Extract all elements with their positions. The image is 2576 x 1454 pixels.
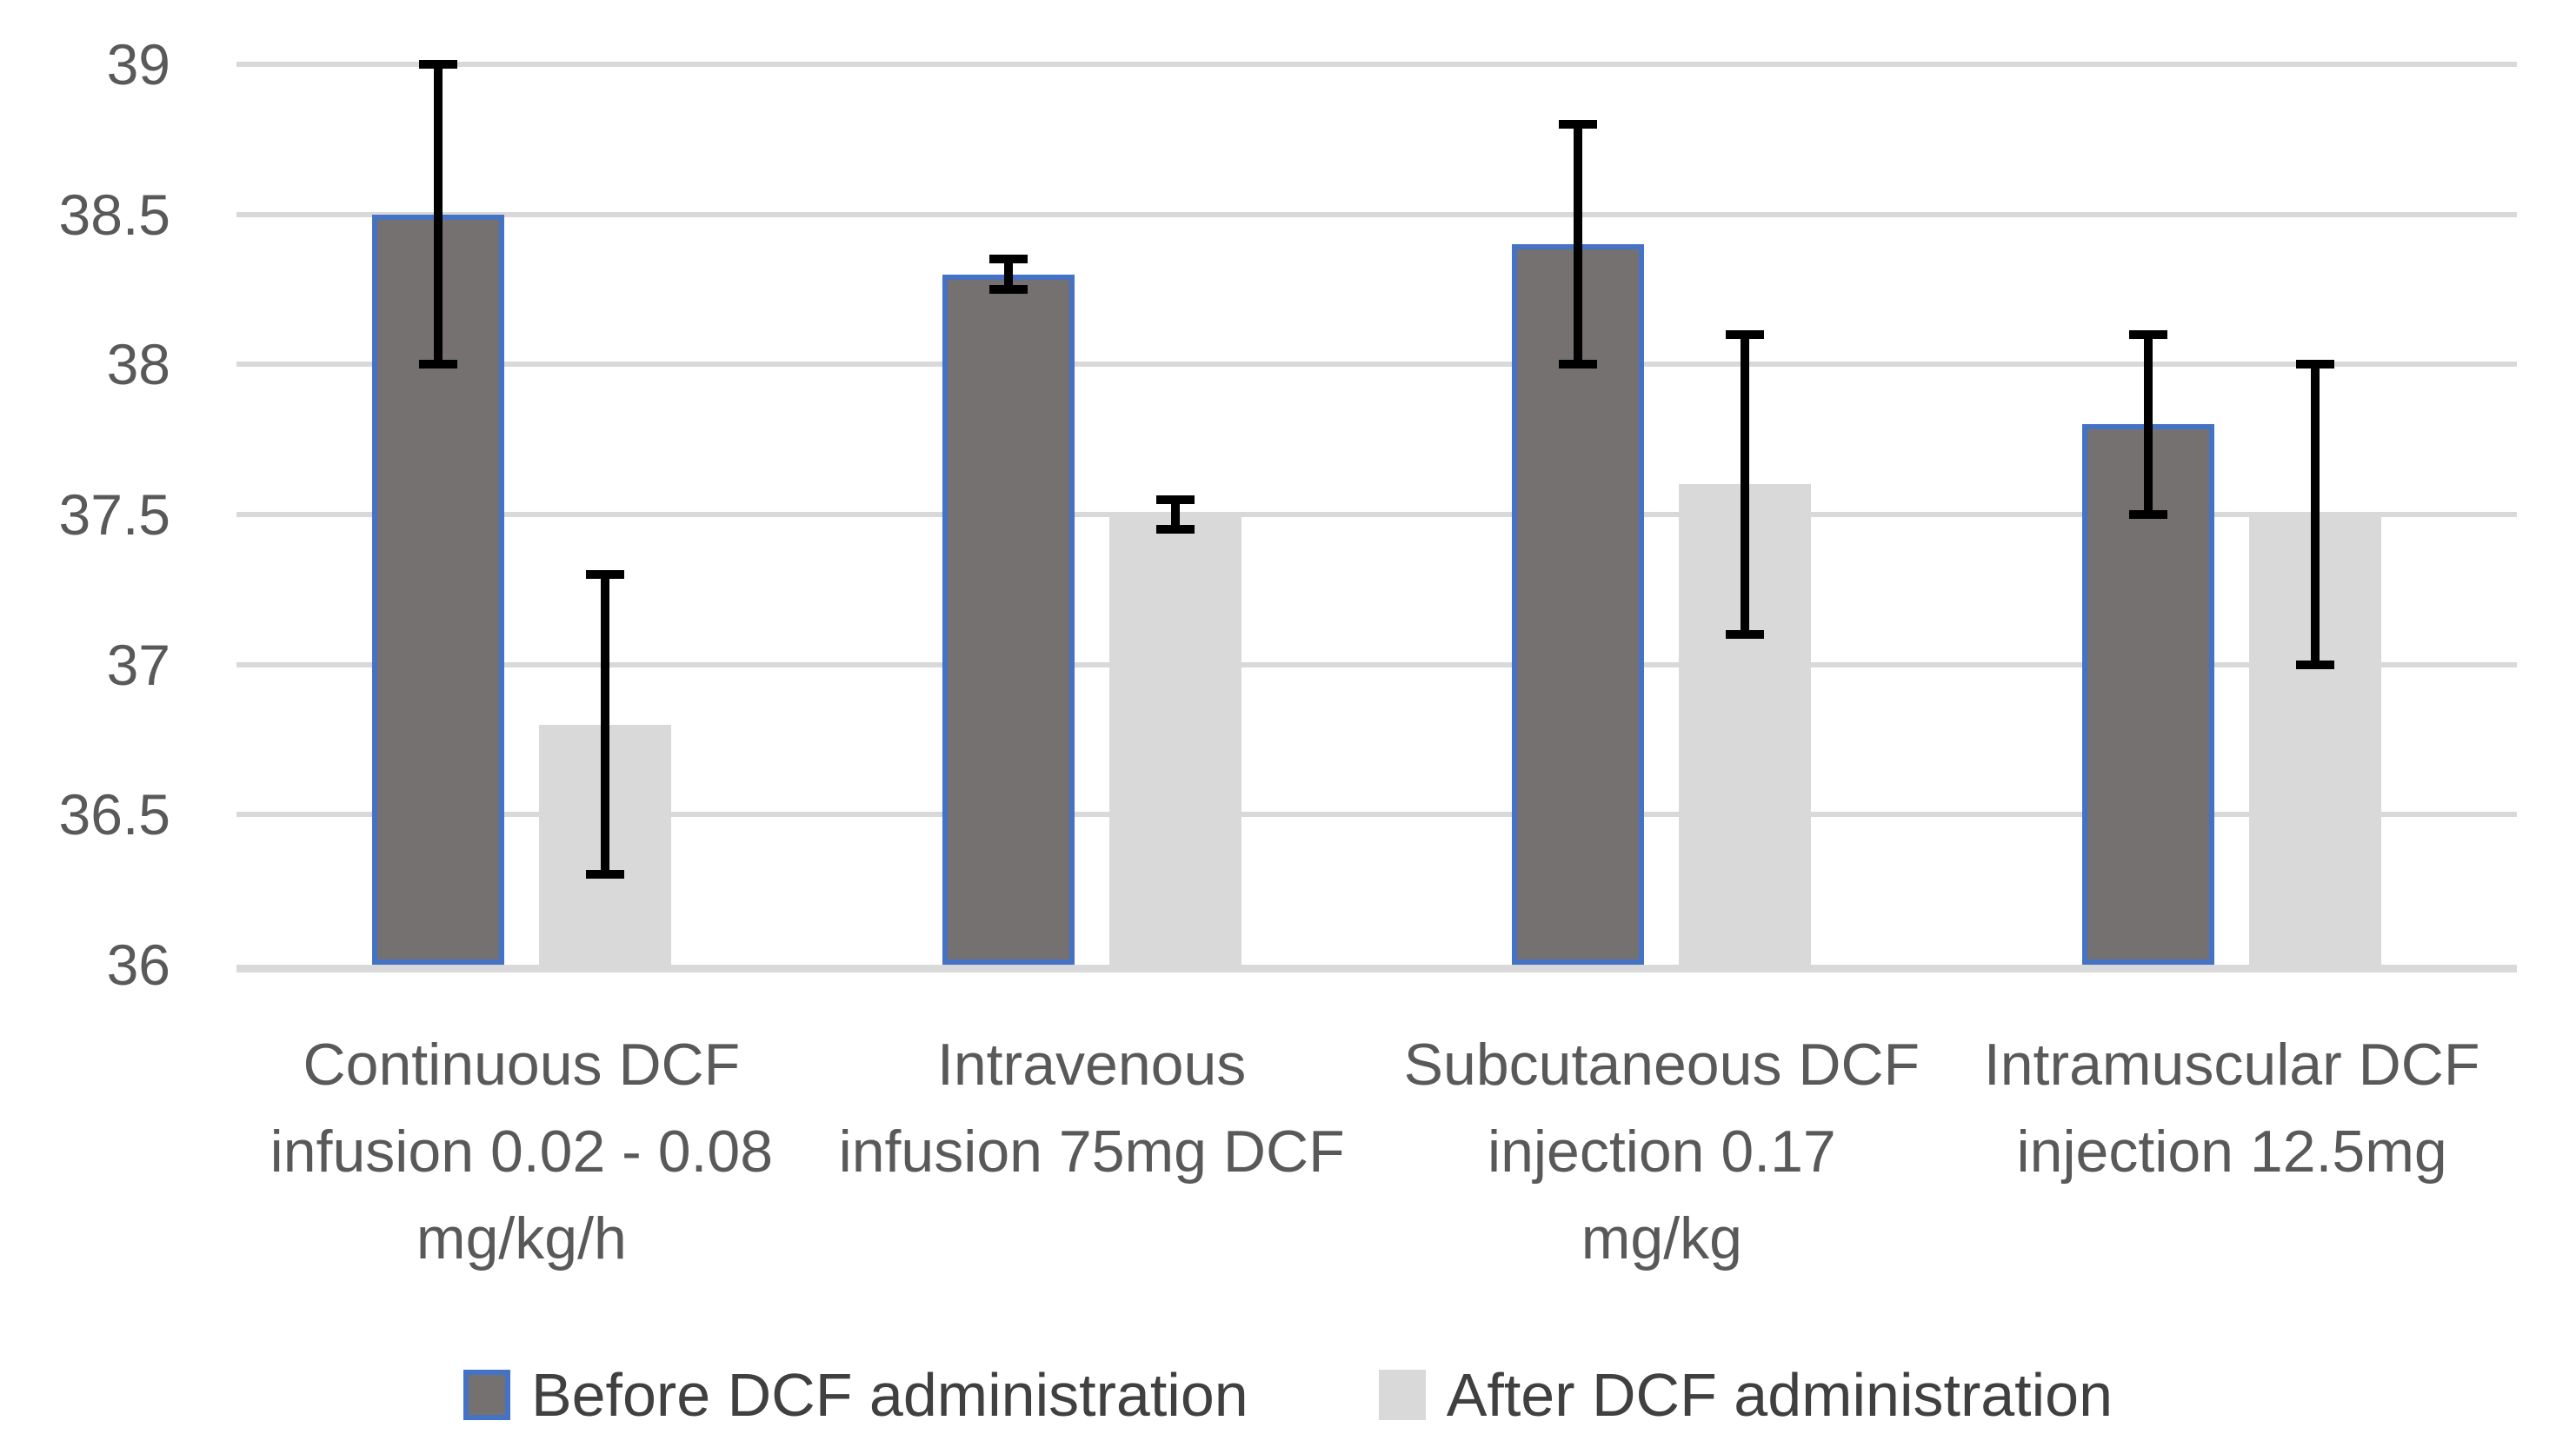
- error-bar-cap-bottom: [988, 285, 1028, 294]
- error-bar-cap-top: [2296, 360, 2335, 369]
- error-bar-cap-top: [1559, 120, 1598, 129]
- error-bar-cap-bottom: [1559, 360, 1598, 369]
- x-axis-line: [236, 965, 2517, 973]
- error-bar-cap-bottom: [585, 870, 624, 880]
- error-bar-line: [1574, 124, 1583, 365]
- category-label: Intravenous infusion 75mg DCF: [839, 1021, 1345, 1195]
- error-bar-cap-top: [1726, 329, 1765, 339]
- bar-before-dcf: [1512, 244, 1645, 965]
- category-label-line: infusion 0.02 - 0.08: [270, 1119, 774, 1185]
- legend-label-after: After DCF administration: [1446, 1361, 2113, 1429]
- gridline: [236, 211, 2517, 217]
- category-label-line: infusion 75mg DCF: [838, 1119, 1345, 1185]
- bar-before-dcf: [942, 274, 1075, 965]
- error-bar-line: [2144, 334, 2153, 515]
- error-bar-line: [1003, 259, 1013, 289]
- error-bar-cap-top: [585, 570, 624, 580]
- y-tick-label: 39: [106, 32, 170, 96]
- category-label: Subcutaneous DCF injection 0.17 mg/kg: [1404, 1021, 1920, 1282]
- category-label-line: injection 0.17: [1488, 1119, 1836, 1185]
- category-label: Intramuscular DCF injection 12.5mg: [1984, 1021, 2480, 1195]
- error-bar-cap-bottom: [1155, 525, 1195, 534]
- gridline: [236, 661, 2517, 667]
- gridline: [236, 62, 2517, 67]
- error-bar-cap-bottom: [2129, 510, 2168, 519]
- category-label-line: Intramuscular DCF: [1983, 1032, 2480, 1098]
- error-bar-line: [1741, 334, 1750, 635]
- legend-item-after: After DCF administration: [1378, 1360, 2113, 1430]
- category-label-line: mg/kg/h: [416, 1205, 627, 1271]
- error-bar-cap-top: [988, 255, 1028, 264]
- y-tick-label: 38.5: [58, 182, 170, 247]
- legend: Before DCF administration After DCF admi…: [0, 1356, 2576, 1434]
- category-label: Continuous DCF infusion 0.02 - 0.08 mg/kg/…: [270, 1021, 773, 1282]
- legend-marker-after: [1378, 1370, 1426, 1420]
- error-bar-cap-bottom: [2296, 660, 2335, 669]
- error-bar-line: [433, 64, 443, 365]
- y-tick-label: 36.5: [58, 782, 170, 847]
- y-tick-label: 37: [106, 632, 170, 697]
- category-label-line: Intravenous: [936, 1032, 1247, 1098]
- gridline: [236, 812, 2517, 818]
- error-bar-line: [1170, 499, 1180, 530]
- y-tick-label: 38: [106, 332, 170, 397]
- category-label-line: Subcutaneous DCF: [1403, 1032, 1920, 1098]
- bar-after-dcf: [1108, 515, 1241, 965]
- error-bar-line: [600, 574, 609, 875]
- gridline: [236, 362, 2517, 368]
- y-tick-label: 37.5: [58, 482, 170, 547]
- error-bar-cap-bottom: [1726, 630, 1765, 640]
- legend-item-before: Before DCF administration: [463, 1360, 1248, 1430]
- category-label-line: Continuous DCF: [303, 1032, 741, 1098]
- y-tick-label: 36: [106, 933, 170, 997]
- error-bar-line: [2311, 364, 2320, 665]
- error-bar-cap-bottom: [418, 360, 457, 369]
- category-label-line: injection 12.5mg: [2016, 1119, 2447, 1185]
- gridline: [236, 512, 2517, 517]
- error-bar-cap-top: [2129, 329, 2168, 339]
- legend-marker-before: [463, 1370, 510, 1420]
- error-bar-cap-top: [418, 60, 457, 69]
- category-label-line: mg/kg: [1581, 1205, 1742, 1271]
- legend-label-before: Before DCF administration: [530, 1361, 1248, 1429]
- error-bar-cap-top: [1155, 495, 1195, 504]
